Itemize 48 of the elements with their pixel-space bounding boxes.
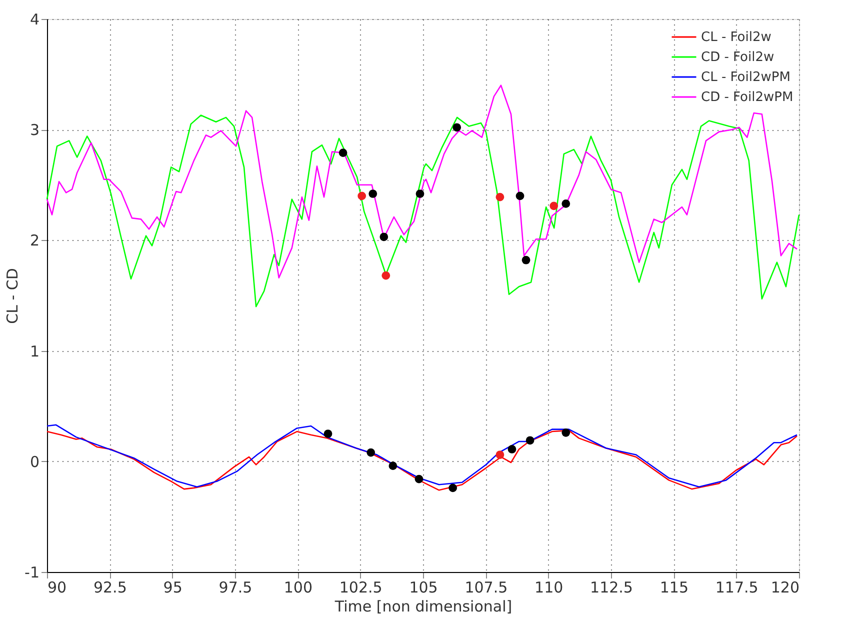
x-tick-label: 100 [284,578,312,596]
point [448,484,458,492]
line-series [46,84,798,278]
x-tick-label: 120 [770,578,800,596]
point [414,474,424,484]
point [526,436,534,445]
x-tick-label: 95 [163,578,182,596]
point [380,232,388,242]
x-axis-title: Time [non dimensional] [334,598,512,616]
x-tick-label: 102.5 [339,578,382,596]
y-tick-label: 1 [30,342,40,360]
line-series [46,114,800,308]
point [550,202,558,210]
point [366,448,376,457]
point [388,462,398,470]
x-tick-label: 112.5 [590,578,633,596]
point [562,200,570,208]
x-tick-label: 90 [48,578,67,596]
point [516,192,524,200]
point [452,123,462,132]
x-tick-label: 97.5 [218,578,252,596]
point [324,430,332,438]
point [382,271,390,280]
point [562,428,570,437]
point [508,445,516,454]
point [416,190,424,198]
point [338,148,348,157]
point [368,190,378,198]
x-tick-label: 115 [660,578,688,596]
x-tick-label: 107.5 [464,578,508,596]
y-axis-title: CL - CD [4,268,22,324]
point [522,256,530,264]
y-tick-label: 4 [30,10,40,28]
legend-label: CL - Foil2wPM [701,70,790,85]
y-tick-label: -1 [24,564,40,582]
point [358,192,366,200]
point [496,192,504,202]
legend-label: CD - Foil2wPM [701,90,794,105]
x-tick-label: 105 [409,578,438,596]
y-tick-label: 3 [30,121,40,140]
y-tick-label: 2 [30,232,40,250]
x-tick-label: 117.5 [715,578,758,596]
y-tick-label: 0 [30,452,40,471]
legend-label: CD - Foil2w [701,50,775,65]
point [496,450,504,459]
legend-label: CL - Foil2w [701,30,772,45]
x-tick-label: 110 [534,578,564,596]
x-tick-label: 92.5 [93,578,127,596]
